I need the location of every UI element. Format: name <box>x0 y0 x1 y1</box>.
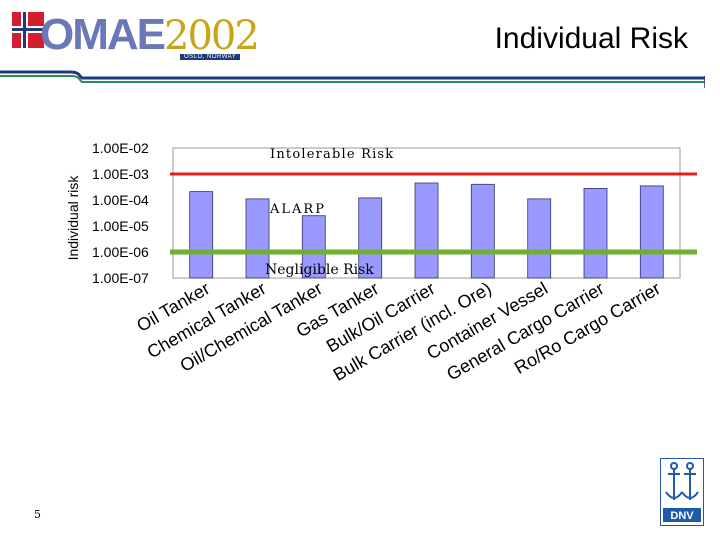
omae2002-logo: OMAE2002 OSLO, NORWAY <box>12 8 260 70</box>
bar <box>527 198 552 279</box>
page-number: 5 <box>34 508 41 521</box>
norway-flag-icon <box>12 12 44 48</box>
dnv-logo: DNV <box>660 458 704 526</box>
logo-omae: OMAE <box>40 10 166 59</box>
bar <box>470 183 495 279</box>
logo-year: 2002 <box>164 13 260 59</box>
annotation-label: ALARP <box>269 202 326 217</box>
annotations: Intolerable Risk ALARP Negligible Risk <box>265 147 394 278</box>
bar <box>189 191 214 279</box>
logo-wordmark: OMAE2002 <box>40 10 260 61</box>
annotation-label: Intolerable Risk <box>270 147 394 162</box>
y-tick-label: 1.00E-06 <box>92 244 149 260</box>
bar <box>245 198 270 279</box>
annotation-label: Negligible Risk <box>265 262 374 278</box>
y-tick-labels: 1.00E-02 1.00E-03 1.00E-04 1.00E-05 1.00E-06… <box>92 140 149 286</box>
y-tick-label: 1.00E-05 <box>92 218 149 234</box>
dnv-logo-text: DNV <box>670 510 694 522</box>
logo-city: OSLO, NORWAY <box>180 54 241 60</box>
bar <box>583 187 608 279</box>
header-rule <box>0 70 705 88</box>
y-axis-label: Individual risk <box>65 175 81 261</box>
reference-lines <box>170 172 697 255</box>
y-tick-label: 1.00E-03 <box>92 166 149 182</box>
slide-title: Individual Risk <box>494 22 688 55</box>
y-tick-label: 1.00E-02 <box>92 140 149 156</box>
bar <box>301 215 326 279</box>
y-tick-label: 1.00E-04 <box>92 192 149 208</box>
anchor-icon <box>665 462 699 500</box>
bar <box>358 197 383 279</box>
bar <box>414 182 439 279</box>
bar <box>639 185 664 279</box>
y-tick-label: 1.00E-07 <box>92 270 149 286</box>
